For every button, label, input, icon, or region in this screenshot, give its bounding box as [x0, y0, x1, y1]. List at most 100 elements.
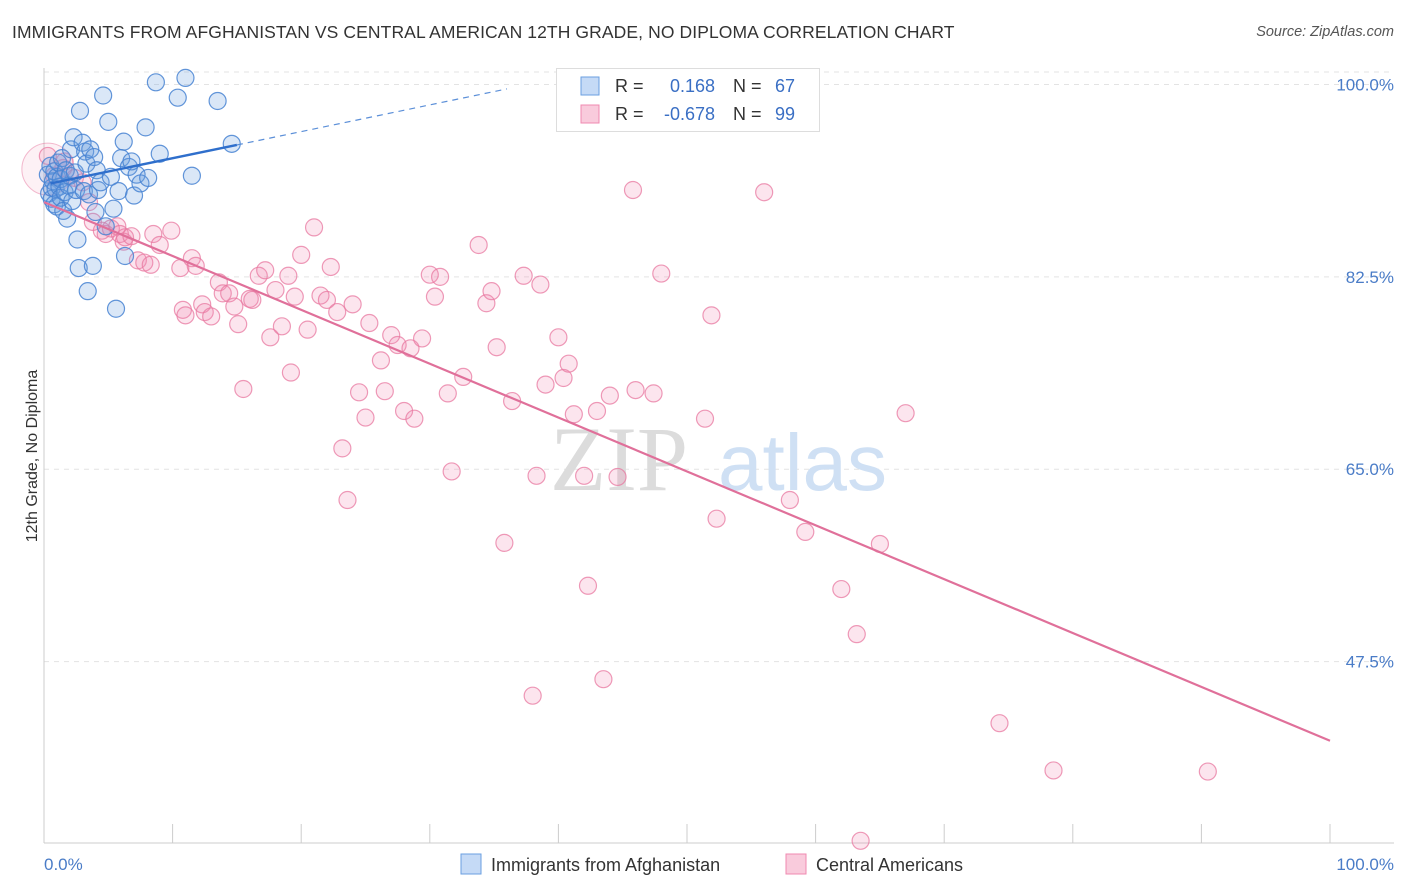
data-point-central-americans [644, 384, 663, 403]
x-ticks [43, 824, 1331, 843]
data-point-central-americans [382, 326, 401, 345]
data-point-afghanistan [222, 134, 241, 153]
data-point-central-americans [144, 224, 163, 244]
data-point-afghanistan [78, 282, 97, 301]
data-point-central-americans [695, 409, 715, 428]
data-point-afghanistan [63, 191, 82, 211]
data-point-central-americans [225, 297, 244, 316]
data-point-central-americans [847, 625, 866, 644]
data-point-central-americans [780, 490, 799, 510]
data-point-central-americans [554, 368, 573, 388]
data-point-afghanistan [146, 73, 165, 92]
watermark-zip: ZIP [550, 408, 688, 510]
data-point-central-americans [652, 264, 671, 283]
correlation-legend: R = 0.168 N = 67 R = -0.678 N = 99 [556, 68, 820, 132]
data-point-central-americans [702, 306, 721, 325]
data-point-central-americans [1044, 761, 1063, 780]
data-point-afghanistan [70, 101, 90, 120]
data-point-central-americans [256, 261, 275, 280]
data-point-central-americans [549, 328, 568, 347]
data-point-central-americans [990, 714, 1009, 733]
data-point-central-americans [527, 466, 546, 485]
data-point-central-americans [438, 384, 457, 403]
data-point-central-americans [321, 257, 340, 277]
y-tick-label: 47.5% [1346, 653, 1394, 672]
data-point-afghanistan [68, 230, 87, 249]
data-point-central-americans [360, 313, 379, 333]
data-point-afghanistan [114, 132, 133, 151]
trend-lines [43, 88, 1331, 742]
data-point-central-americans [559, 354, 578, 373]
series-legend: Immigrants from Afghanistan Central Amer… [0, 850, 1406, 880]
data-point-central-americans [536, 375, 555, 394]
data-point-central-americans [229, 315, 248, 334]
data-point-central-americans [430, 267, 450, 286]
data-point-afghanistan [69, 258, 88, 278]
data-point-central-americans [261, 328, 280, 347]
data-point-central-americans [405, 409, 424, 428]
correlation-legend-graphic: R = 0.168 N = 67 R = -0.678 N = 99 [580, 76, 795, 124]
data-point-central-americans [487, 338, 506, 357]
data-point-central-americans [375, 382, 394, 401]
legend-r-value-blue: 0.168 [670, 76, 715, 96]
data-point-central-americans [626, 380, 645, 400]
series-legend-swatch-central-americans [785, 853, 807, 875]
data-point-afghanistan [64, 128, 83, 147]
axes [43, 68, 1394, 844]
source-credit: Source: ZipAtlas.com [1256, 24, 1394, 40]
legend-n-label-pink: N = [733, 104, 762, 124]
data-point-central-americans [349, 383, 369, 402]
data-point-central-americans [482, 282, 501, 301]
data-point-central-americans [412, 329, 432, 348]
data-point-afghanistan [104, 199, 123, 218]
y-tick-label: 100.0% [1336, 75, 1394, 94]
data-point-central-americans [298, 320, 317, 339]
data-point-central-americans [851, 831, 870, 850]
data-point-central-americans [234, 379, 253, 399]
data-point-afghanistan [150, 144, 169, 163]
y-tick-label: 65.0% [1346, 460, 1394, 479]
data-point-central-americans [600, 386, 619, 405]
legend-n-label-blue: N = [733, 76, 762, 96]
x-tick-label-min: 0.0% [44, 855, 83, 874]
data-point-afghanistan [208, 91, 227, 111]
data-point-central-americans [272, 317, 292, 336]
data-point-central-americans [243, 290, 262, 310]
series-legend-swatch-afghanistan [460, 853, 482, 875]
data-point-central-americans [1198, 762, 1217, 781]
data-point-central-americans [317, 290, 337, 310]
x-tick-label-max: 100.0% [1336, 855, 1394, 874]
data-point-afghanistan [99, 112, 118, 131]
data-point-afghanistan [83, 256, 102, 275]
data-point-central-americans [608, 467, 627, 487]
data-point-afghanistan [94, 86, 113, 105]
legend-swatch-pink [580, 104, 600, 124]
data-point-central-americans [425, 287, 445, 306]
data-point-afghanistan [86, 202, 105, 222]
trend-line-afghanistan-extension [236, 88, 508, 146]
data-point-central-americans [333, 439, 352, 458]
data-point-central-americans [832, 579, 851, 599]
data-point-central-americans [343, 295, 362, 314]
data-point-central-americans [514, 266, 533, 285]
trend-line-central-americans [43, 201, 1331, 742]
legend-swatch-blue [580, 76, 600, 96]
data-point-central-americans [578, 576, 598, 595]
data-point-afghanistan [136, 118, 155, 137]
data-point-central-americans [162, 221, 181, 240]
data-point-central-americans [477, 294, 496, 313]
data-point-afghanistan [115, 246, 135, 266]
data-point-central-americans [755, 183, 774, 202]
data-point-central-americans [292, 245, 311, 264]
legend-r-label-blue: R = [615, 76, 644, 96]
data-point-central-americans [338, 490, 357, 510]
data-point-central-americans [328, 302, 347, 322]
data-point-central-americans [495, 533, 514, 552]
data-point-central-americans [115, 228, 135, 247]
legend-r-label-pink: R = [615, 104, 644, 124]
data-point-afghanistan [139, 168, 158, 188]
series-central-americans [21, 142, 1217, 850]
watermark: ZIP atlas [550, 408, 887, 510]
data-point-central-americans [594, 670, 613, 689]
